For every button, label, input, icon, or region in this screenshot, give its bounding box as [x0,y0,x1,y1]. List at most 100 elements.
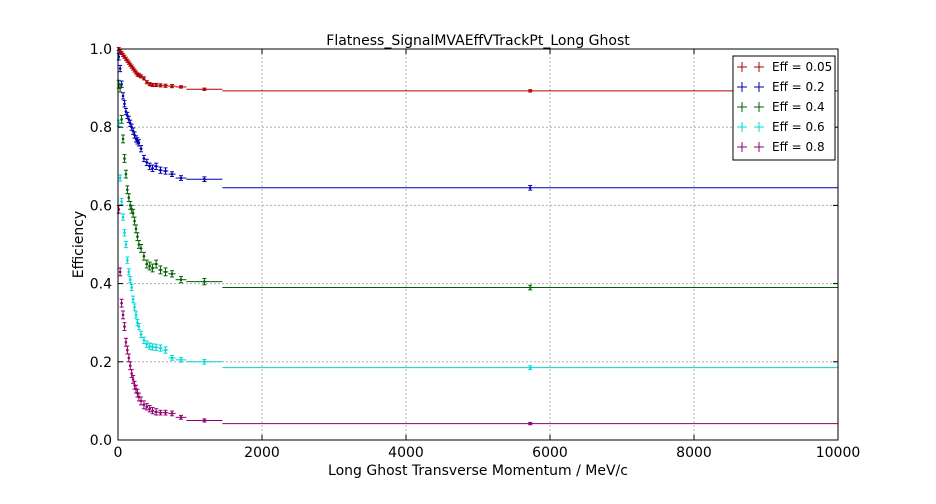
data-marker [124,340,128,344]
data-point [186,418,223,423]
data-marker [164,348,167,352]
data-marker [121,313,125,317]
data-marker [154,165,158,168]
data-marker [142,77,146,80]
data-marker [139,399,143,403]
data-marker [139,247,143,250]
data-marker [203,87,206,91]
data-marker [159,411,162,414]
data-point [119,197,124,206]
data-point [175,356,187,363]
data-point [136,322,141,331]
legend-item: Eff = 0.2 [737,80,825,94]
data-point [150,263,155,273]
data-point [162,346,169,354]
data-marker [126,188,129,192]
data-point [123,169,128,179]
data-point [154,162,159,170]
data-marker [154,262,158,266]
legend-label: Eff = 0.4 [772,100,825,114]
data-marker [179,85,183,89]
data-marker [151,345,154,349]
data-point [222,184,838,191]
data-marker [118,67,122,70]
data-point [175,85,187,89]
data-point [144,259,149,269]
data-marker [164,84,167,88]
data-marker [123,325,126,328]
data-marker [118,86,122,90]
legend-item: Eff = 0.05 [737,60,832,74]
data-point [186,358,223,365]
legend-label: Eff = 0.6 [772,120,825,134]
data-marker [145,80,149,84]
data-marker [121,94,125,98]
data-marker [137,395,141,399]
data-marker [118,270,122,274]
data-marker [170,272,174,276]
data-marker [120,118,123,121]
series-layer [116,46,838,426]
x-tick-label: 6000 [532,445,568,461]
data-marker [139,333,143,336]
data-marker [179,416,183,419]
data-point [141,76,146,81]
data-marker [528,366,532,369]
data-marker [151,166,154,170]
data-marker [151,409,154,412]
data-marker [159,168,162,172]
data-point [186,278,223,286]
y-tick-label: 0.0 [90,433,112,449]
data-marker [148,82,151,86]
data-marker [148,407,151,411]
data-point [154,259,159,269]
data-point [162,267,169,277]
data-point [175,175,187,181]
x-tick-label: 8000 [676,445,712,461]
plot-frame [117,48,839,441]
data-marker [133,219,136,223]
grid-layer [118,49,838,440]
x-tick-label: 0 [114,445,123,461]
data-marker [170,172,174,176]
data-point [168,410,176,417]
data-point [141,154,146,163]
data-marker [159,268,162,272]
series-3 [116,79,838,291]
data-point [136,392,141,402]
data-marker [203,360,206,364]
data-point [123,240,128,249]
legend-item: Eff = 0.8 [737,140,825,154]
data-marker [130,286,133,289]
data-marker [164,270,167,274]
data-point [168,355,176,361]
data-point [222,365,838,371]
data-point [122,100,127,108]
data-point [122,322,127,332]
data-marker [203,177,206,181]
data-point [162,409,169,416]
data-point [186,176,223,183]
data-marker [123,102,126,106]
data-marker [134,137,138,141]
data-point [150,407,155,415]
data-point [132,303,137,311]
data-marker [137,243,141,246]
data-point [222,421,838,426]
data-marker [120,301,123,305]
data-marker [121,215,125,219]
data-marker [131,297,135,301]
data-point [118,83,123,93]
data-point [119,114,124,124]
data-marker [139,147,143,151]
legend-box [732,55,836,161]
data-marker [179,358,183,362]
data-marker [128,364,132,368]
data-marker [124,172,128,176]
x-tick-label: 2000 [244,445,280,461]
data-marker [145,262,149,266]
data-point [175,276,187,284]
data-marker [127,196,131,199]
data-marker [136,235,139,238]
